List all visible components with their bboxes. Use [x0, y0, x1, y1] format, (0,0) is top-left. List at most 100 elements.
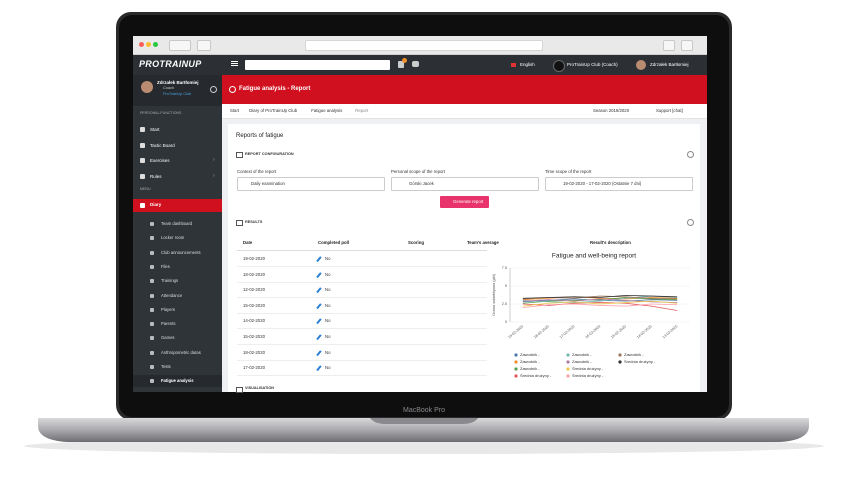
submenu-item[interactable]: Attendance: [133, 290, 222, 302]
support-link[interactable]: Support [chat]: [656, 108, 683, 113]
table-cell: No: [325, 334, 331, 339]
user-role: Coach: [163, 86, 174, 90]
submenu-item[interactable]: Fatigue analysis: [133, 375, 222, 388]
close-button[interactable]: [139, 42, 144, 47]
tabs-button[interactable]: [681, 40, 693, 51]
menu-item[interactable]: Exercises ›: [133, 155, 222, 167]
edit-icon[interactable]: [316, 334, 322, 340]
active-menu-item[interactable]: Diary: [133, 199, 222, 212]
maximize-button[interactable]: [153, 42, 158, 47]
table-cell: 15-02-2020: [243, 334, 265, 339]
field-label: Context of the report: [237, 169, 277, 174]
x-tick-label: 17-02-2020: [559, 324, 576, 339]
submenu-icon: [150, 322, 154, 327]
menu-item[interactable]: Start: [133, 124, 222, 136]
submenu-item[interactable]: Parents: [133, 318, 222, 330]
brand: MacBook Pro: [403, 407, 445, 414]
trophy-icon[interactable]: [398, 61, 404, 68]
menu-item[interactable]: Rules ›: [133, 171, 222, 183]
menu-label: Rules: [150, 173, 162, 179]
edit-icon[interactable]: [316, 365, 322, 371]
search-box[interactable]: [245, 60, 390, 70]
language[interactable]: English: [520, 62, 535, 67]
submenu-item[interactable]: Locker room: [133, 232, 222, 244]
logo[interactable]: PROTRAINUP: [139, 59, 202, 69]
scope-select[interactable]: Górski Jacek: [391, 177, 539, 191]
submenu-icon: [150, 307, 154, 312]
x-tick-label: 13-02-2020: [662, 324, 679, 339]
submenu-item[interactable]: Team dashboard: [133, 218, 222, 230]
submenu-item[interactable]: Tests: [133, 361, 222, 373]
field-label: Time scope of the report: [545, 169, 592, 174]
settings-icon[interactable]: [210, 86, 217, 93]
breadcrumb-item[interactable]: Start: [230, 108, 240, 113]
breadcrumb-item[interactable]: Fatigue analysis: [311, 108, 343, 113]
submenu-item[interactable]: Anthropometric datas: [133, 347, 222, 359]
table-cell: 17-02-2020: [243, 365, 265, 371]
x-tick-label: 14-02-2020: [636, 324, 653, 339]
collapse-button[interactable]: [687, 151, 694, 158]
legend-label: Średnia drużyny -: [572, 366, 604, 371]
menu-toggle[interactable]: [231, 61, 238, 62]
table-cell: 18-02-2020: [243, 349, 265, 355]
submenu-item[interactable]: Trainings: [133, 275, 222, 287]
edit-icon[interactable]: [316, 303, 322, 309]
edit-icon[interactable]: [316, 256, 322, 262]
select-value: Daily examination: [251, 181, 285, 186]
submenu-item[interactable]: Club announcements: [133, 247, 222, 259]
club-name[interactable]: ProTrainUp Club (Coach): [567, 62, 618, 67]
legend-label: Zawodnik -: [520, 366, 540, 371]
back-icon[interactable]: [229, 86, 236, 93]
edit-icon[interactable]: [316, 318, 322, 325]
season-selector[interactable]: Season 2019/2020: [593, 108, 630, 113]
submenu-icon: [150, 250, 154, 255]
submenu-label: Club announcements: [161, 249, 201, 255]
submenu-item[interactable]: Games: [133, 332, 222, 344]
chart: Fatigue and well-being report Ocena subi…: [492, 253, 690, 378]
menu-item[interactable]: Tactic Board: [133, 140, 222, 152]
submenu-item[interactable]: Files: [133, 261, 222, 273]
series-line: [522, 298, 678, 303]
menu-label: Tactic Board: [150, 142, 175, 148]
sidebar-toggle[interactable]: [197, 40, 211, 51]
context-select[interactable]: Daily examination: [237, 177, 385, 191]
submenu-icon: [150, 279, 154, 284]
minimize-button[interactable]: [146, 42, 151, 47]
user-avatar: [141, 81, 153, 93]
address-bar[interactable]: [305, 40, 543, 51]
generate-button[interactable]: Generate report: [440, 196, 489, 208]
submenu-label: Anthropometric datas: [161, 349, 201, 355]
series-line: [522, 294, 678, 299]
edit-icon[interactable]: [316, 271, 322, 278]
collapse-button[interactable]: [687, 219, 694, 226]
y-tick-label: 0: [505, 320, 507, 324]
submenu-icon: [150, 222, 154, 226]
legend-label: Zawodnik -: [520, 352, 540, 357]
submenu-item[interactable]: Players: [133, 304, 222, 316]
section-label: PERSONAL FUNCTIONS: [140, 111, 182, 115]
breadcrumb-item[interactable]: Report: [355, 108, 369, 113]
legend-label: Zawodnik -: [572, 359, 592, 364]
legend-label: Średnia drużyny -: [572, 373, 604, 378]
series-line: [522, 296, 678, 301]
nav-buttons[interactable]: [169, 40, 191, 51]
browser-toolbar: [133, 36, 707, 55]
chevron: ›: [213, 157, 215, 163]
edit-icon[interactable]: [316, 349, 322, 356]
chat-icon[interactable]: [412, 61, 419, 67]
x-tick-label: 19-02-2020: [507, 324, 524, 339]
breadcrumb-item[interactable]: Diary of ProTrainUp Club: [249, 108, 298, 113]
notch: [370, 418, 478, 424]
submenu-icon: [150, 293, 154, 298]
legend-label: Zawodnik -: [624, 352, 644, 357]
table-cell: 14-02-2020: [243, 318, 265, 324]
share-button[interactable]: [663, 40, 675, 51]
user-name[interactable]: Zdrzałek Bartłomiej: [650, 62, 689, 67]
select-value: 19-02-2020 - 17-02-2020 (Ostatnie 7 dni): [563, 181, 642, 186]
time-select[interactable]: 19-02-2020 - 17-02-2020 (Ostatnie 7 dni): [545, 177, 693, 191]
user-avatar: [636, 60, 646, 70]
menu-label: Start: [150, 127, 160, 132]
edit-icon[interactable]: [316, 287, 322, 293]
table-header: Completed poll: [318, 240, 350, 245]
legend-swatch: [566, 374, 570, 378]
